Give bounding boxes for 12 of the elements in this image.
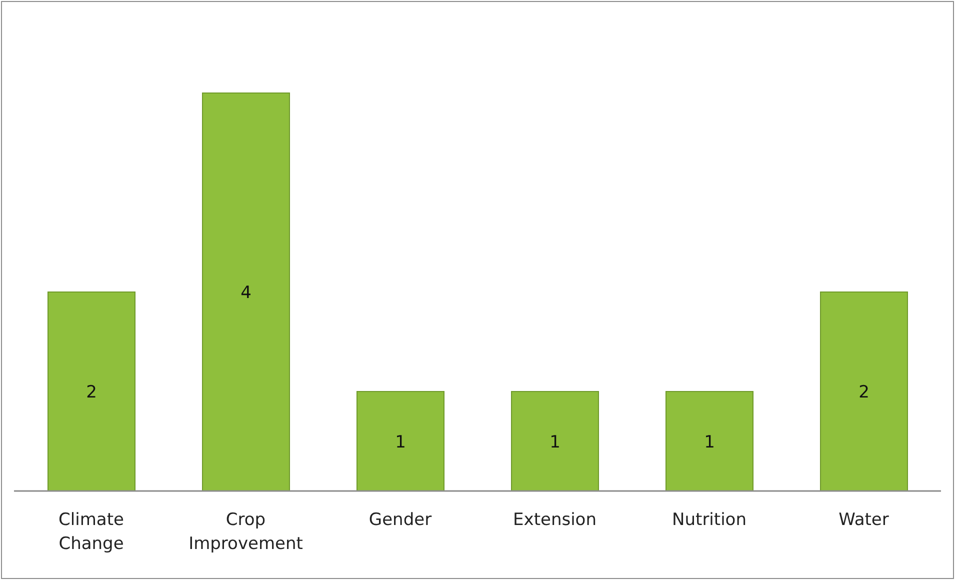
data-label: 1: [395, 432, 406, 452]
x-tick-label: Water: [838, 510, 889, 530]
data-label: 4: [240, 283, 252, 304]
data-label: 1: [550, 432, 560, 452]
x-tick-label: Nutrition: [672, 510, 746, 530]
x-tick-label: Gender: [368, 510, 432, 530]
data-label: 2: [86, 382, 97, 403]
data-label: 2: [858, 382, 870, 403]
x-tick-label: Crop Improvement: [188, 510, 304, 554]
data-label: 1: [704, 432, 715, 452]
x-tick-label: Extension: [513, 510, 596, 530]
x-tick-label: Climate Change: [58, 510, 124, 554]
